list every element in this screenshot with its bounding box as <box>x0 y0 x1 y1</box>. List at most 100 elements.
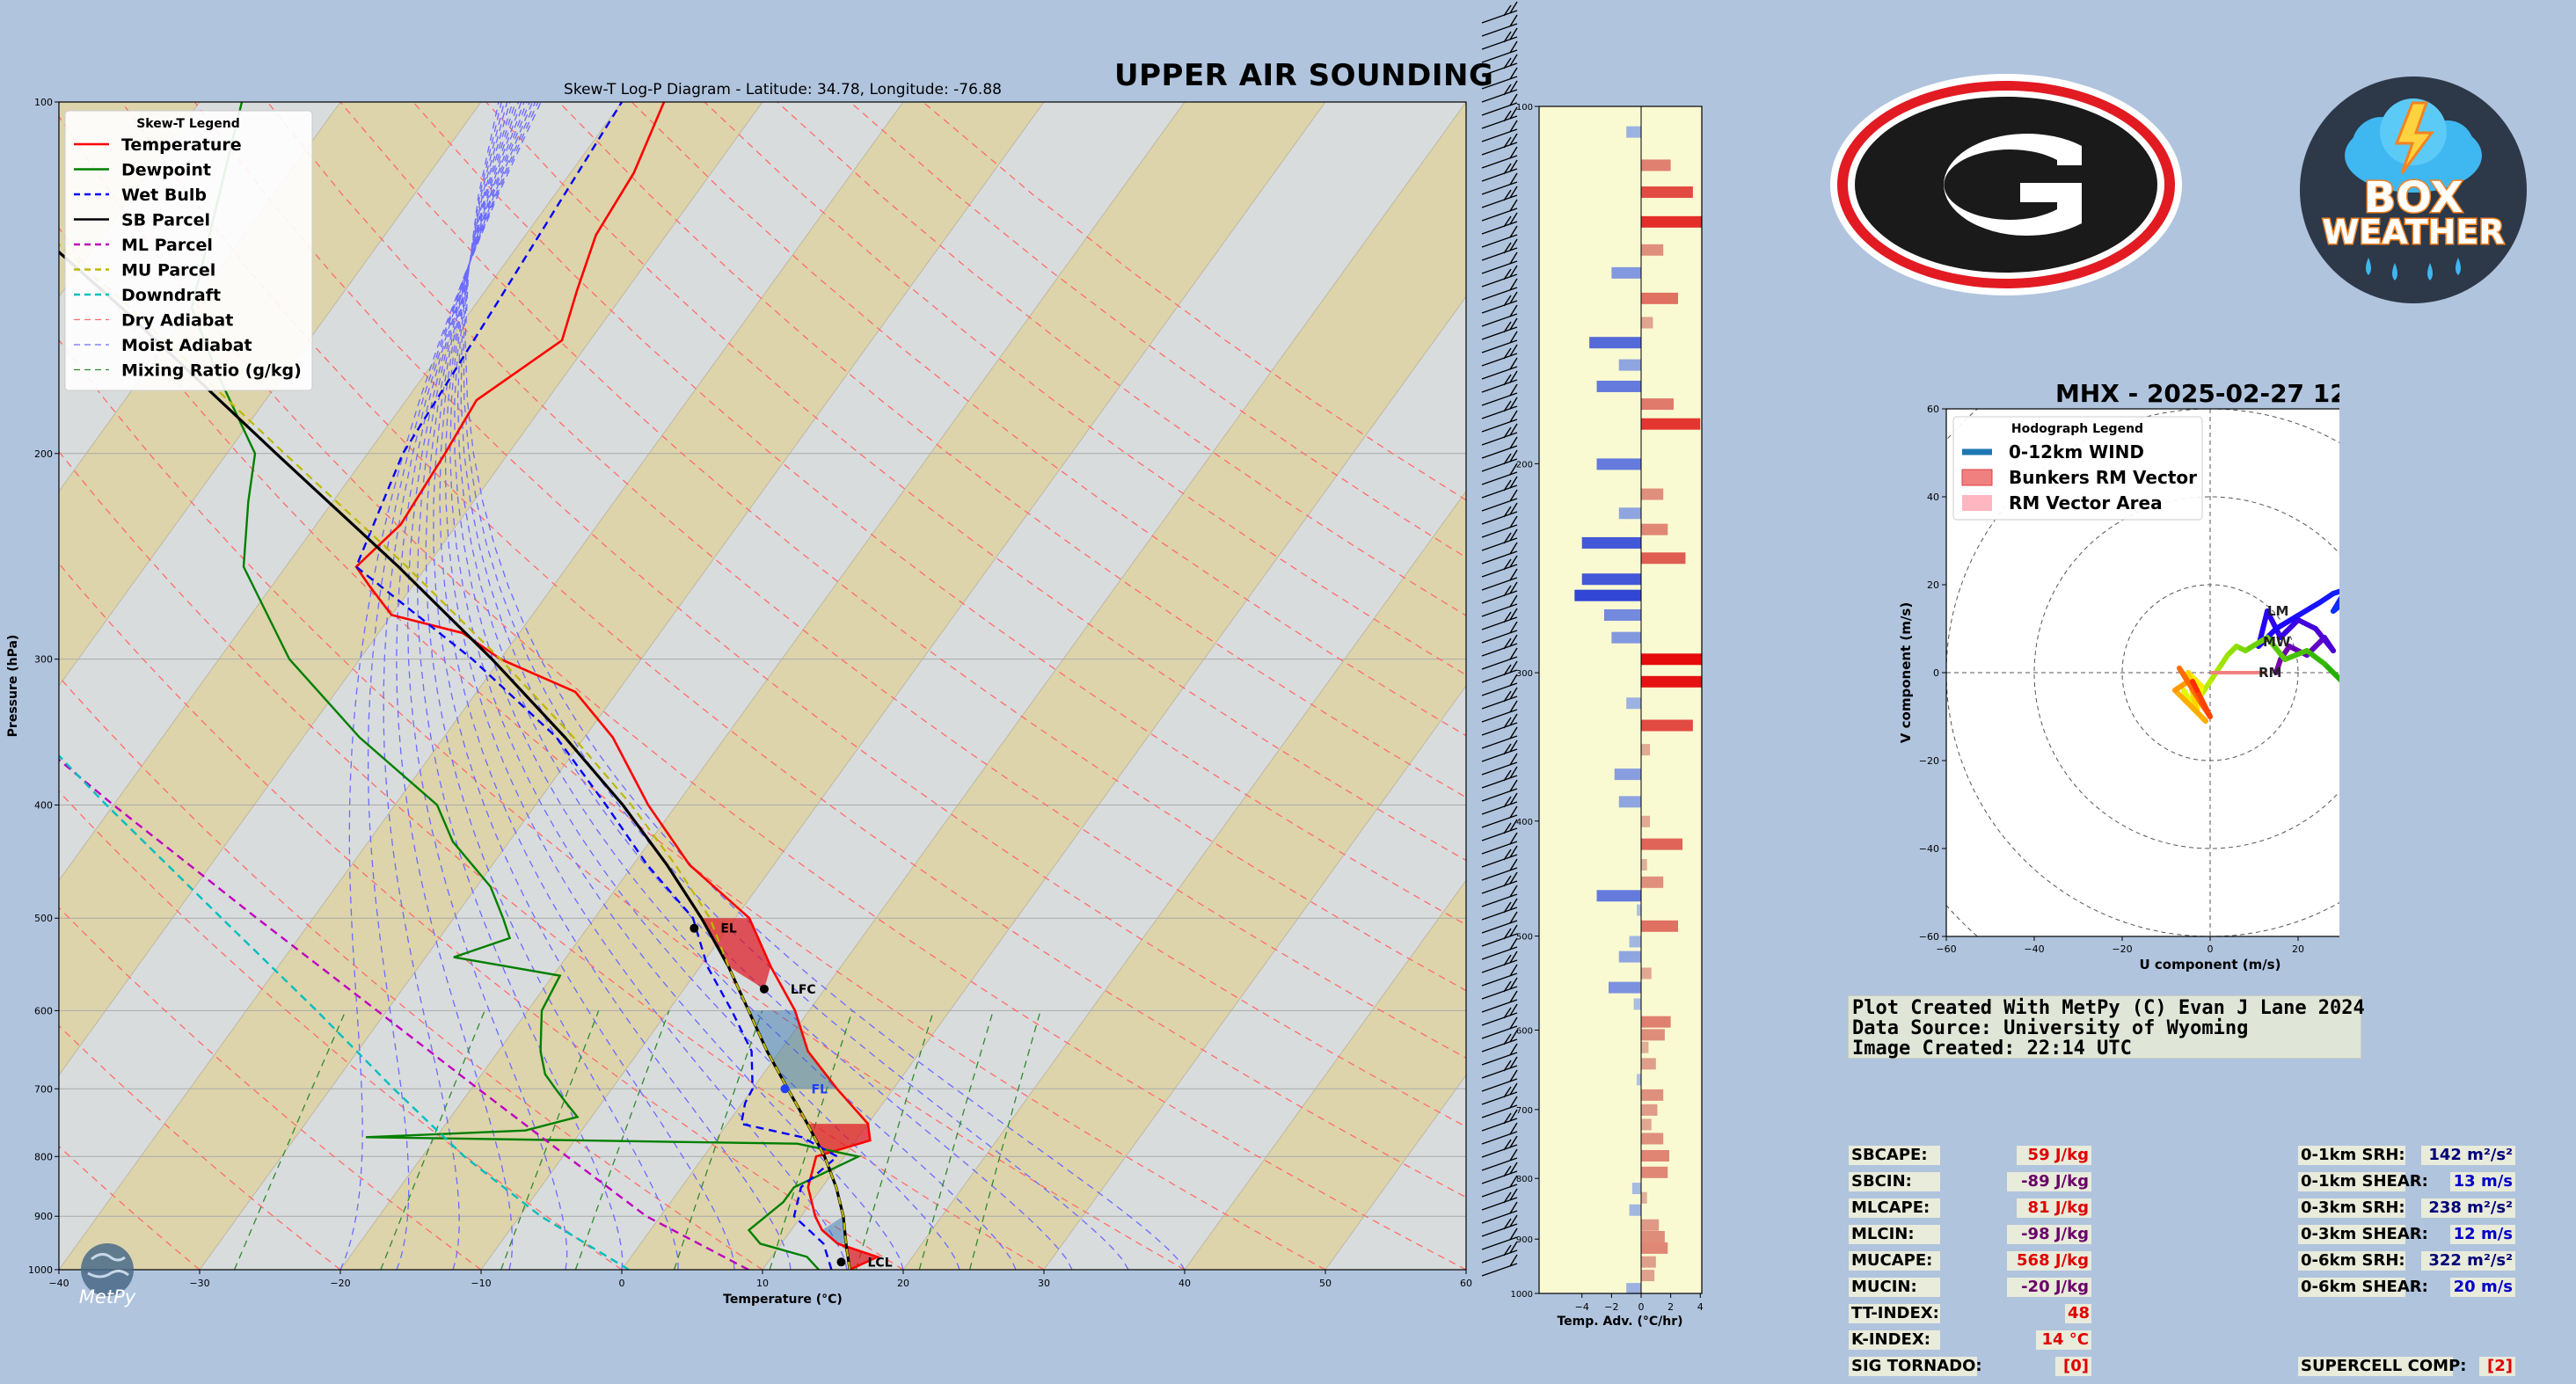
advection-bar <box>1641 1029 1665 1041</box>
wind-barb <box>1481 1056 1518 1079</box>
isotherm-line <box>339 102 1186 1270</box>
y-tick-label: −40 <box>1919 843 1939 855</box>
profile-mu-parcel <box>59 243 851 1270</box>
wind-barb <box>1481 621 1518 644</box>
legend-swatch <box>1961 469 1993 486</box>
moist-adiabat <box>406 102 568 1270</box>
advection-bar <box>1611 266 1641 279</box>
param-label-mucape: MUCAPE: <box>1849 1251 1940 1271</box>
dry-adiabat <box>59 1145 201 1270</box>
cape-shading <box>748 1010 837 1089</box>
param-value-k-index: 14 °C <box>2036 1330 2091 1350</box>
cin-shading <box>701 918 771 989</box>
hodograph-segment <box>2331 602 2339 614</box>
advection-bar <box>1641 418 1701 430</box>
y-tick-label: 700 <box>34 1083 53 1095</box>
y-tick-label: 800 <box>1516 1175 1533 1184</box>
level-marker-el <box>690 923 699 933</box>
wind-barb <box>1481 977 1518 1000</box>
param-label-sbcin: SBCIN: <box>1849 1172 1940 1191</box>
wind-barb <box>1481 93 1518 116</box>
hodograph-segment <box>2265 635 2288 662</box>
y-tick-label: 300 <box>34 654 53 666</box>
advection-bar <box>1574 589 1641 601</box>
wind-barb <box>1481 1135 1518 1158</box>
wind-barb <box>1481 753 1518 776</box>
advection-bar <box>1641 1133 1664 1145</box>
legend-label: Dry Adiabat <box>121 311 233 331</box>
advection-bar <box>1641 1149 1669 1162</box>
advection-bar <box>1641 815 1651 827</box>
skewt-legend: Skew-T Legend Temperature Dewpoint Wet Bul… <box>64 110 313 391</box>
hodograph-segment <box>2322 661 2339 683</box>
y-tick-label: 100 <box>34 97 53 108</box>
dry-adiabat <box>704 102 1466 676</box>
isotherm-line <box>59 102 623 882</box>
advection-bar <box>1641 858 1647 870</box>
x-tick-label: 10 <box>756 1278 769 1289</box>
legend-label: Downdraft <box>121 286 221 305</box>
param-value-mucin: -20 J/kg <box>2007 1278 2091 1297</box>
wind-barb <box>1481 304 1518 327</box>
level-marker-lcl <box>836 1257 846 1267</box>
param-label-tt-index: TT-INDEX: <box>1849 1304 1940 1323</box>
x-tick-label: 0 <box>1638 1301 1645 1313</box>
legend-label: ML Parcel <box>121 236 213 255</box>
hodograph-segment <box>2313 626 2336 653</box>
advection-bar <box>1618 951 1641 963</box>
x-tick-label: 0 <box>2207 943 2214 955</box>
wind-barb <box>1481 726 1518 749</box>
param-label-sbcape: SBCAPE: <box>1849 1146 1940 1165</box>
wind-barb <box>1481 898 1518 921</box>
logo-weather-text: WEATHER <box>2322 213 2504 251</box>
cape-shading <box>821 1216 846 1244</box>
wind-barb <box>1481 885 1518 907</box>
wind-barb <box>1481 80 1518 103</box>
param-value-mlcape: 81 J/kg <box>2017 1198 2091 1218</box>
advection-bar <box>1618 796 1641 808</box>
wind-barb <box>1481 238 1518 261</box>
param-label-sig-tornado: SIG TORNADO: <box>1849 1357 1982 1376</box>
wind-barb <box>1481 410 1518 433</box>
hodograph-legend: Hodograph Legend 0-12km WIND Bunkers RM V… <box>1952 416 2203 521</box>
wind-barb <box>1481 146 1518 169</box>
wind-barb <box>1481 357 1518 380</box>
y-tick-label: 1000 <box>1511 1290 1533 1300</box>
advection-bar <box>1641 920 1679 932</box>
dry-adiabat <box>266 102 1466 1059</box>
y-tick-label: 40 <box>1927 492 1939 503</box>
wind-barb <box>1481 1214 1518 1237</box>
advection-bar <box>1626 697 1641 710</box>
x-tick-label: 40 <box>1179 1278 1191 1289</box>
y-tick-label: 900 <box>34 1211 53 1222</box>
advection-bar <box>1641 675 1702 688</box>
wind-barb <box>1481 739 1518 762</box>
y-tick-label: 1000 <box>28 1264 53 1276</box>
y-tick-label: 100 <box>1516 103 1533 113</box>
advection-bar <box>1581 536 1641 549</box>
legend-swatch <box>1962 495 1992 511</box>
param-label-mucin: MUCIN: <box>1849 1278 1940 1297</box>
legend-label: Moist Adiabat <box>121 336 252 355</box>
wind-barb <box>1481 594 1518 617</box>
param-value-0-3km-shear: 12 m/s <box>2450 1225 2515 1244</box>
advection-bar <box>1626 126 1641 138</box>
param-value-sbcape: 59 J/kg <box>2017 1146 2091 1165</box>
level-marker-fl <box>780 1084 790 1094</box>
wind-barb <box>1481 1241 1518 1264</box>
wind-barb <box>1481 331 1518 353</box>
advection-bar <box>1641 1089 1664 1101</box>
wind-barb <box>1481 951 1518 973</box>
dry-adiabat <box>59 907 482 1270</box>
wind-barb <box>1481 845 1518 868</box>
metpy-logo: MetPy <box>79 1243 136 1308</box>
advection-bar <box>1641 876 1664 888</box>
wind-barb <box>1481 713 1518 736</box>
wind-barb <box>1481 924 1518 947</box>
skewt-legend-title: Skew-T Legend <box>136 117 240 131</box>
wind-barb <box>1481 792 1518 815</box>
dry-adiabat <box>59 790 623 1270</box>
advection-bar <box>1641 215 1702 228</box>
wind-barb <box>1481 54 1518 76</box>
wind-barb <box>1481 106 1518 129</box>
